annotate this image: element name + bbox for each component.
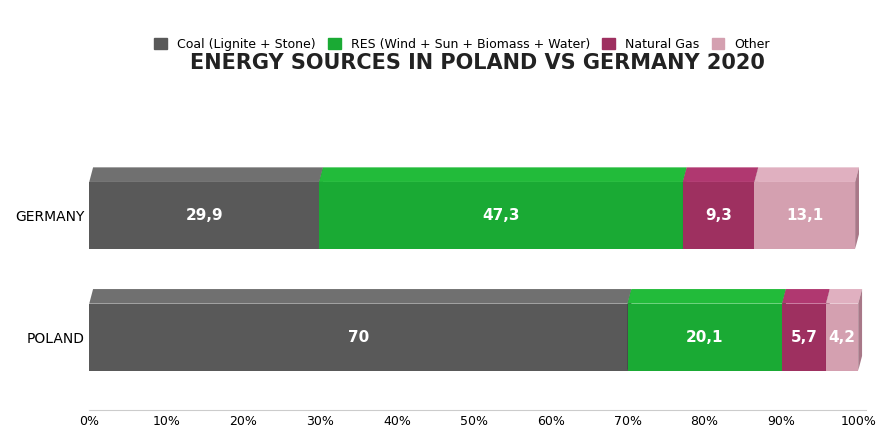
Polygon shape <box>782 289 830 303</box>
Polygon shape <box>89 289 632 303</box>
Polygon shape <box>89 167 323 182</box>
Text: 20,1: 20,1 <box>686 330 723 345</box>
Polygon shape <box>858 289 862 371</box>
Polygon shape <box>683 167 758 182</box>
Polygon shape <box>628 289 786 303</box>
Bar <box>89 303 628 371</box>
Bar <box>782 303 826 371</box>
Text: 29,9: 29,9 <box>186 208 223 223</box>
Polygon shape <box>755 167 758 249</box>
Polygon shape <box>319 167 687 182</box>
Legend: Coal (Lignite + Stone), RES (Wind + Sun + Biomass + Water), Natural Gas, Other: Coal (Lignite + Stone), RES (Wind + Sun … <box>150 33 774 56</box>
Title: ENERGY SOURCES IN POLAND VS GERMANY 2020: ENERGY SOURCES IN POLAND VS GERMANY 2020 <box>190 53 765 73</box>
Text: 4,2: 4,2 <box>829 330 855 345</box>
Text: 47,3: 47,3 <box>483 208 520 223</box>
Bar <box>683 182 755 249</box>
Polygon shape <box>782 289 786 371</box>
Text: 9,3: 9,3 <box>706 208 732 223</box>
Polygon shape <box>826 289 830 371</box>
Text: 13,1: 13,1 <box>786 208 823 223</box>
Polygon shape <box>319 167 323 249</box>
Polygon shape <box>628 289 632 371</box>
Bar <box>755 182 855 249</box>
Text: 5,7: 5,7 <box>790 330 817 345</box>
Polygon shape <box>855 167 859 249</box>
Bar <box>826 303 858 371</box>
Bar <box>628 303 782 371</box>
Polygon shape <box>755 167 859 182</box>
Bar <box>319 182 683 249</box>
Text: 70: 70 <box>348 330 369 345</box>
Polygon shape <box>826 289 862 303</box>
Polygon shape <box>683 167 687 249</box>
Bar <box>89 182 319 249</box>
